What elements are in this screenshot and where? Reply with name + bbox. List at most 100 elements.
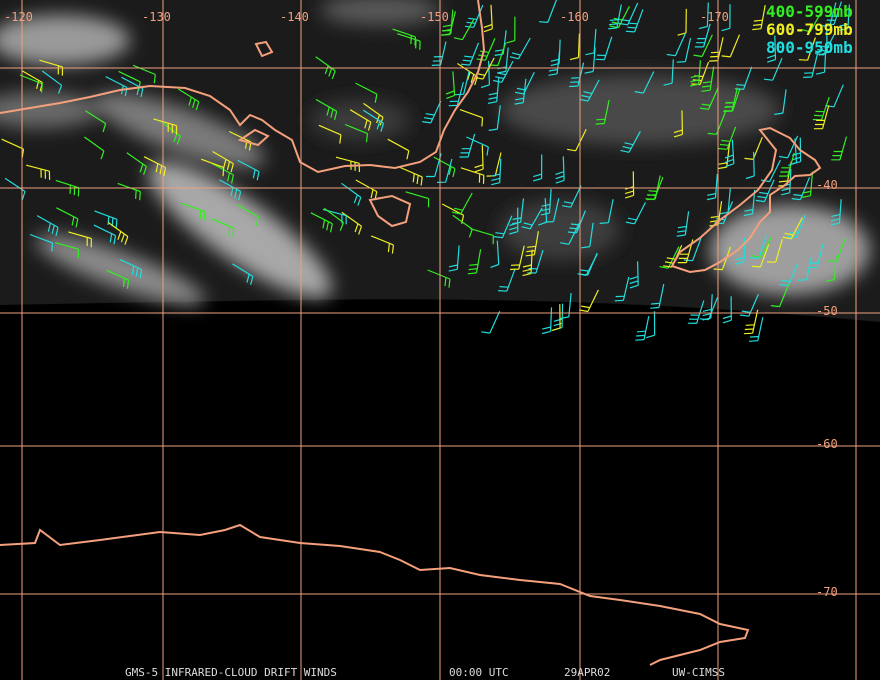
wind-barb: [659, 246, 680, 269]
wind-barb: [84, 136, 105, 160]
wind-barb: [538, 198, 548, 226]
wind-barb: [453, 18, 475, 41]
wind-barb: [663, 59, 674, 86]
wind-barb: [132, 64, 156, 84]
wind-barb: [828, 238, 846, 262]
wind-barb: [459, 133, 476, 158]
wind-barb: [766, 35, 777, 63]
island-coast: [254, 40, 274, 58]
wind-barb: [751, 244, 770, 268]
wind-barb: [509, 37, 531, 60]
wind-barb: [677, 239, 694, 264]
wind-barb: [55, 179, 80, 197]
australia-coast: [0, 0, 486, 174]
wind-barb: [779, 263, 799, 287]
wind-barb: [808, 244, 824, 269]
wind-barb: [614, 276, 630, 302]
wind-barb: [481, 310, 501, 334]
wind-barb: [341, 182, 362, 206]
wind-barb: [93, 224, 117, 245]
wind-barb: [510, 245, 525, 271]
wind-barb: [825, 255, 837, 282]
wind-barb: [498, 268, 516, 292]
wind-barb: [355, 82, 378, 103]
wind-barb: [719, 188, 731, 215]
wind-barb: [68, 231, 92, 248]
wind-barb: [106, 269, 130, 289]
wind-barb: [839, 4, 850, 31]
wind-barb: [699, 87, 719, 110]
wind-barb: [561, 185, 582, 208]
wind-barb: [801, 10, 823, 33]
wind-barbs: [1, 0, 850, 342]
wind-barb: [690, 60, 701, 87]
wind-barb: [750, 235, 767, 259]
wind-barb: [579, 289, 599, 313]
longitude-label: -150: [420, 10, 449, 24]
wind-barb: [683, 237, 702, 262]
wind-barb: [153, 118, 178, 135]
wind-barb: [454, 70, 470, 96]
wind-barb: [490, 240, 500, 268]
wind-barb: [19, 74, 43, 93]
wind-barb: [539, 0, 557, 23]
wind-barb: [211, 163, 234, 184]
wind-barb: [318, 124, 342, 144]
wind-barb: [483, 4, 493, 33]
wind-barb: [467, 249, 482, 275]
longitude-label: -140: [280, 10, 309, 24]
wind-barb: [619, 2, 639, 26]
wind-barb: [635, 315, 650, 341]
wind-barb: [595, 36, 613, 61]
wind-barb: [315, 98, 338, 120]
wind-barb: [723, 87, 738, 113]
wind-barb: [698, 2, 709, 30]
wind-barb: [709, 37, 724, 62]
wind-barb: [392, 28, 416, 46]
wind-barb: [457, 62, 478, 86]
wind-barb: [548, 49, 561, 76]
wind-barb: [743, 309, 759, 335]
wind-barb: [440, 11, 456, 36]
wind-barb: [624, 171, 635, 199]
wind-barb: [625, 202, 647, 225]
wind-barb: [722, 296, 732, 324]
wind-barb: [119, 258, 143, 279]
wind-barb: [200, 158, 225, 177]
wind-barb: [755, 179, 775, 203]
wind-barb: [422, 100, 442, 124]
legend-entry: 800-950mb: [766, 38, 853, 57]
wind-barb: [701, 66, 715, 92]
wind-barb: [699, 297, 719, 321]
wind-barb: [451, 192, 473, 215]
wind-barb: [566, 128, 587, 152]
wind-barb: [744, 136, 763, 160]
footer-text: UW-CIMSS: [672, 666, 725, 679]
wind-barb: [493, 60, 514, 83]
wind-barb: [448, 245, 460, 272]
wind-barb: [466, 136, 489, 156]
wind-barb: [718, 126, 737, 150]
wind-barb: [533, 154, 543, 182]
wind-barb: [341, 211, 363, 235]
wind-barb: [399, 166, 423, 186]
wind-barb: [579, 79, 600, 102]
wind-barb: [766, 238, 783, 263]
wind-barb: [436, 158, 453, 183]
wind-barb: [232, 263, 254, 285]
legend-entry: 600-799mb: [766, 20, 853, 39]
wind-barb: [749, 317, 764, 342]
wind-barb: [491, 158, 502, 186]
wind-barb: [509, 207, 519, 235]
wind-barb: [488, 105, 501, 131]
wind-barb: [629, 261, 639, 289]
wind-barb: [595, 99, 610, 125]
wind-barb: [569, 62, 585, 88]
wind-barb: [763, 57, 783, 81]
wind-barb: [41, 70, 63, 94]
wind-barb: [493, 215, 513, 239]
longitude-label: -130: [142, 10, 171, 24]
wind-barb: [555, 156, 565, 184]
wind-barb: [735, 237, 746, 265]
